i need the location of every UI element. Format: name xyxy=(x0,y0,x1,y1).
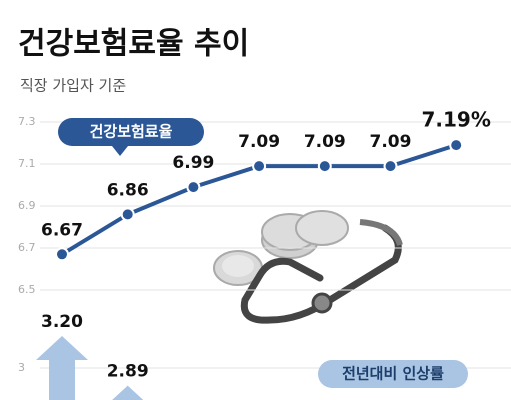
value-label: 7.19% xyxy=(422,108,491,132)
value-label: 6.67 xyxy=(41,220,83,240)
point xyxy=(449,138,464,153)
value-label: 7.09 xyxy=(304,132,346,152)
point xyxy=(317,159,332,174)
value-label: 7.09 xyxy=(370,132,412,152)
y-tick-label: 6.5 xyxy=(18,283,36,296)
y-tick-label: 3 xyxy=(18,361,25,374)
y-tick-label: 7.1 xyxy=(18,157,36,170)
legend-box xyxy=(318,360,468,388)
point xyxy=(55,247,69,262)
point xyxy=(186,180,201,195)
y-tick-label: 7.3 xyxy=(18,115,36,128)
bar xyxy=(36,336,88,400)
point xyxy=(120,207,135,222)
illustration xyxy=(213,210,403,324)
legend-box xyxy=(58,118,204,156)
point xyxy=(383,159,398,174)
value-label: 6.86 xyxy=(107,180,149,200)
y-tick-label: 6.9 xyxy=(18,199,36,212)
chart-title: 건강보험료율 추이 xyxy=(18,27,249,62)
legend-label: 건강보험료율 xyxy=(90,123,173,141)
value-label: 7.09 xyxy=(238,132,280,152)
bar xyxy=(112,385,144,400)
value-label: 6.99 xyxy=(172,153,214,173)
chart-subtitle: 직장 가입자 기준 xyxy=(20,77,126,95)
value-label: 2.89 xyxy=(107,362,149,382)
y-tick-label: 6.7 xyxy=(18,241,36,254)
value-label: 3.20 xyxy=(41,312,83,332)
point xyxy=(252,159,267,174)
legend-label: 전년대비 인상률 xyxy=(342,365,444,383)
